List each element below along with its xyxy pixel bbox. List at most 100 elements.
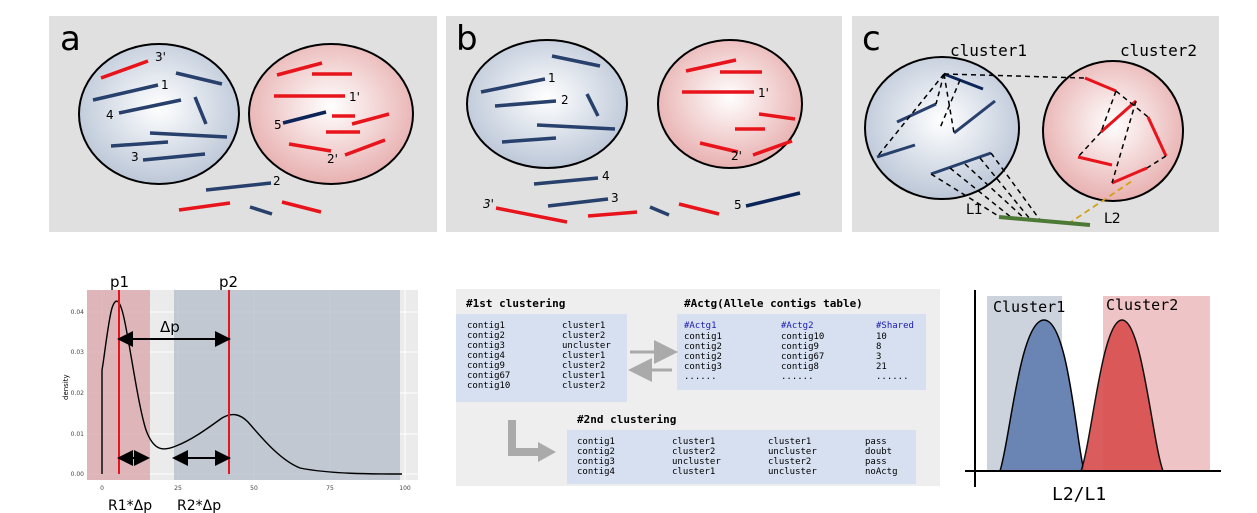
- first-table-rows: contig1 cluster1 contig2 cluster2 contig3 unc…: [467, 321, 611, 391]
- ytick-3: 0.01: [71, 431, 85, 438]
- density-plot: p1 p2 Δp R1*Δp R2*Δp density 0.04 0.03 0…: [62, 273, 418, 513]
- panel-b: b 1 2 1' 2': [446, 16, 842, 232]
- xtick-3: 75: [326, 485, 334, 492]
- p2-label: p2: [219, 273, 238, 291]
- cluster-blue-c: [864, 56, 1020, 200]
- label-1-a: 1: [161, 78, 169, 92]
- second-clustering-title: #2nd clustering: [577, 413, 676, 426]
- ytick-2: 0.02: [71, 390, 85, 397]
- table-cell: uncluster: [672, 457, 721, 467]
- table-cell: contig8: [781, 362, 819, 372]
- ratio-cluster1-label: Cluster1: [993, 298, 1065, 316]
- contig-labels-a: 3' 1 4 3 1' 5 2' 2: [106, 50, 360, 188]
- l1-label: L1: [966, 202, 983, 218]
- cluster2-label: cluster2: [1120, 41, 1197, 60]
- table-cell: noActg: [865, 467, 898, 477]
- table-cell: cluster2: [562, 361, 605, 371]
- clustering-tables: #1st clustering contig1 cluster1 contig2 cl…: [456, 289, 940, 486]
- label-4-a: 4: [106, 108, 114, 122]
- table-cell: 8: [876, 342, 881, 352]
- table-cell: ......: [781, 372, 814, 382]
- table-cell: contig10: [467, 381, 510, 391]
- table-cell: uncluster: [768, 447, 817, 457]
- r2-label: R2*Δp: [177, 498, 221, 513]
- table-cell: pass: [865, 457, 887, 467]
- table-cell: contig67: [467, 371, 510, 381]
- table-cell: cluster2: [562, 331, 605, 341]
- region-cluster2: [174, 290, 400, 480]
- table-cell: contig67: [781, 352, 824, 362]
- p1-label: p1: [110, 273, 129, 291]
- table-cell: contig2: [684, 352, 722, 362]
- table-cell: contig2: [684, 342, 722, 352]
- contigs-c: [876, 72, 1168, 185]
- cluster1-label: cluster1: [950, 41, 1027, 60]
- second-table-rows: contig1 cluster1 cluster1 pass contig2 cluste…: [577, 437, 898, 477]
- label-3p-b: 3': [483, 197, 494, 211]
- table-cell: contig9: [467, 361, 505, 371]
- table-cell: 10: [876, 332, 887, 342]
- panel-c-letter: c: [862, 19, 881, 59]
- table-cell: cluster1: [562, 321, 605, 331]
- label-3p-a: 3': [155, 50, 166, 64]
- table-cell: ......: [684, 372, 717, 382]
- contigs-a: [92, 59, 390, 216]
- label-5-a: 5: [274, 118, 282, 132]
- second-table-box: [567, 430, 916, 484]
- cluster-red-b: [657, 39, 803, 169]
- table-cell: cluster1: [768, 437, 811, 447]
- label-2p-b: 2': [731, 149, 742, 163]
- label-2p-a: 2': [327, 152, 338, 166]
- xtick-2: 50: [250, 485, 258, 492]
- cluster2-peak: [1079, 319, 1165, 472]
- table-cell: cluster2: [672, 447, 715, 457]
- cluster-red-a: [248, 43, 414, 185]
- cluster1-peak: [998, 319, 1085, 472]
- table-cell: uncluster: [768, 467, 817, 477]
- label-3-a: 3: [131, 150, 139, 164]
- table-cell: 3: [876, 352, 881, 362]
- panel-c: c cluster1 cluster2: [852, 16, 1219, 232]
- table-cell: cluster1: [562, 371, 605, 381]
- table-cell: contig3: [577, 457, 615, 467]
- y-tick-labels: 0.04 0.03 0.02 0.01 0.00: [71, 309, 85, 478]
- dashed-links-c: [876, 73, 1167, 221]
- ytick-1: 0.03: [71, 349, 85, 356]
- table-cell: 21: [876, 362, 887, 372]
- contig-labels-b: 1 2 1' 2' 4 3' 3 5: [483, 71, 769, 212]
- xtick-4: 100: [399, 485, 411, 492]
- elbow-arrow-head: [538, 442, 556, 462]
- table-cell: contig1: [577, 437, 615, 447]
- label-2-b: 2: [561, 93, 569, 107]
- ytick-0: 0.04: [71, 309, 85, 316]
- table-cell: contig2: [577, 447, 615, 457]
- actg-header-0: #Actg1: [684, 321, 717, 331]
- contigs-b: [480, 54, 801, 224]
- density-curve: [101, 300, 403, 475]
- panel-a: a 3' 1 4: [49, 16, 437, 232]
- table-cell: contig4: [467, 351, 505, 361]
- axis-bar-c: [998, 215, 1091, 227]
- table-cell: cluster2: [768, 457, 811, 467]
- table-cell: cluster1: [672, 437, 715, 447]
- actg-title: #Actg(Allele contigs table): [684, 297, 863, 310]
- table-cell: pass: [865, 437, 887, 447]
- label-3-b: 3: [611, 191, 619, 205]
- label-2-a: 2: [273, 174, 281, 188]
- table-cell: contig9: [781, 342, 819, 352]
- ytick-4: 0.00: [71, 471, 85, 478]
- actg-header: #Actg1 #Actg2 #Shared: [684, 321, 914, 331]
- label-1p-b: 1': [758, 86, 769, 100]
- table-cell: doubt: [865, 447, 892, 457]
- l2-link: [1067, 180, 1133, 225]
- panel-b-letter: b: [456, 19, 478, 59]
- r1-label: R1*Δp: [108, 498, 152, 513]
- label-1p-a: 1': [349, 90, 360, 104]
- actg-table-box: [677, 314, 926, 390]
- table-cell: cluster1: [562, 351, 605, 361]
- table-cell: uncluster: [562, 341, 611, 351]
- cluster-red-c: [1042, 60, 1184, 202]
- x-tick-labels: 0 25 50 75 100: [100, 485, 411, 492]
- xtick-1: 25: [174, 485, 182, 492]
- first-table-box: [456, 314, 627, 402]
